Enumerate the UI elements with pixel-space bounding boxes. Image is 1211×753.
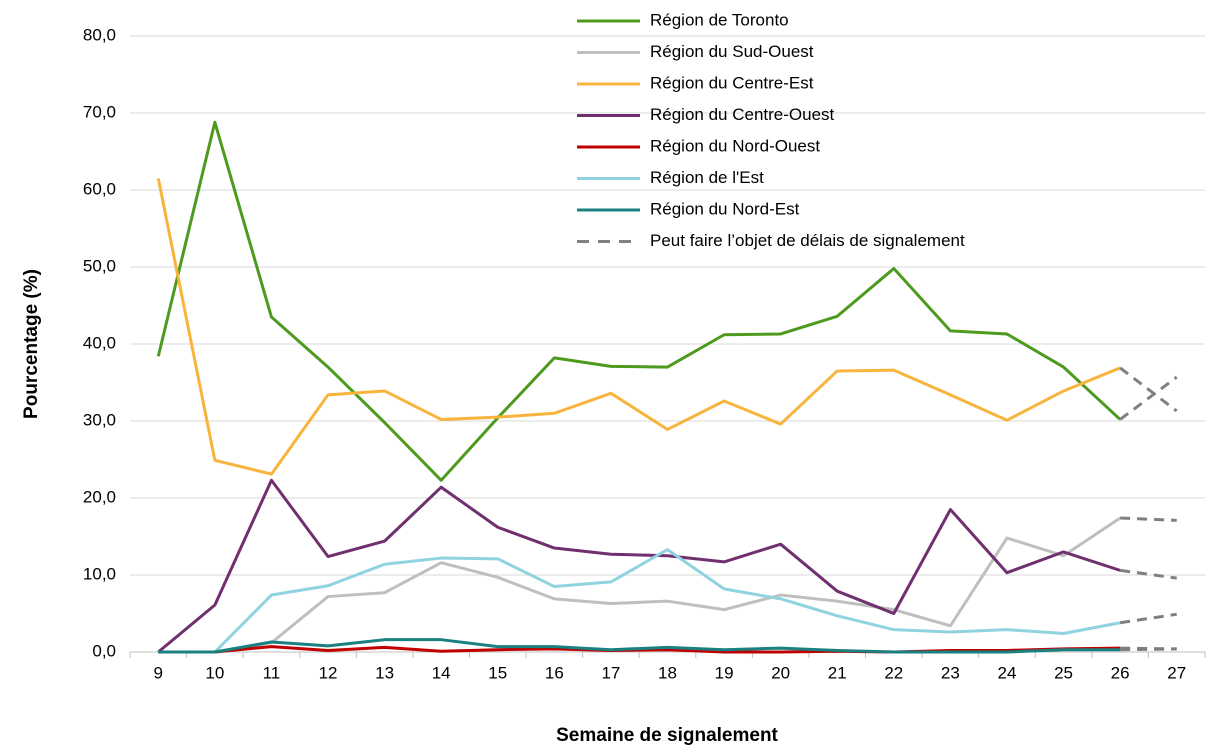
x-tick-label: 11: [263, 663, 281, 682]
y-axis-label: Pourcentage (%): [21, 269, 42, 419]
series-line: [158, 516, 1121, 654]
x-tick-label: 13: [375, 663, 394, 682]
y-tick-label: 60,0: [83, 179, 116, 198]
y-tick-label: 30,0: [83, 410, 116, 429]
x-tick-label: 20: [771, 663, 790, 682]
y-tick-label: 80,0: [83, 25, 116, 44]
series-line: [158, 645, 1121, 654]
delay-line: [1119, 366, 1178, 413]
x-tick-label: 23: [941, 663, 960, 682]
series-line: [156, 120, 1122, 482]
x-tick-label: 12: [319, 663, 338, 682]
legend-label: Région du Nord-Ouest: [650, 136, 820, 155]
y-tick-label: 70,0: [83, 102, 116, 121]
series-line: [158, 638, 1121, 654]
x-tick-label: 14: [432, 663, 451, 682]
x-tick-label: 10: [205, 663, 224, 682]
delay-line: [1119, 612, 1177, 625]
legend-label: Région du Sud-Ouest: [650, 42, 814, 61]
legend-label: Région du Centre-Est: [650, 73, 814, 92]
series-line: [158, 548, 1121, 654]
series-line: [157, 478, 1121, 654]
delay-line: [1120, 647, 1177, 652]
series-line: [156, 178, 1121, 476]
x-tick-label: 22: [884, 663, 903, 682]
x-tick-label: 16: [545, 663, 564, 682]
legend-label: Région de Toronto: [650, 10, 789, 29]
x-tick-label: 18: [658, 663, 677, 682]
x-tick-label: 17: [601, 663, 620, 682]
y-tick-label: 0,0: [92, 641, 116, 660]
legend-label: Région du Centre-Ouest: [650, 105, 835, 124]
x-tick-label: 21: [828, 663, 847, 682]
delay-line: [1119, 568, 1177, 580]
x-tick-label: 26: [1111, 663, 1130, 682]
x-axis-label: Semaine de signalement: [556, 725, 778, 746]
y-tick-label: 50,0: [83, 256, 116, 275]
legend-label: Peut faire l’objet de délais de signalem…: [650, 231, 965, 250]
delay-line: [1120, 516, 1177, 522]
legend-label: Région de l'Est: [650, 168, 764, 187]
y-tick-label: 20,0: [83, 487, 116, 506]
legend-label: Région du Nord-Est: [650, 199, 800, 218]
x-tick-label: 27: [1167, 663, 1186, 682]
x-tick-label: 9: [154, 663, 163, 682]
y-tick-label: 10,0: [83, 564, 116, 583]
x-tick-label: 19: [715, 663, 734, 682]
x-tick-label: 15: [488, 663, 507, 682]
delay-line: [1119, 375, 1178, 421]
x-tick-label: 25: [1054, 663, 1073, 682]
y-tick-label: 40,0: [83, 333, 116, 352]
x-tick-label: 24: [998, 663, 1017, 682]
